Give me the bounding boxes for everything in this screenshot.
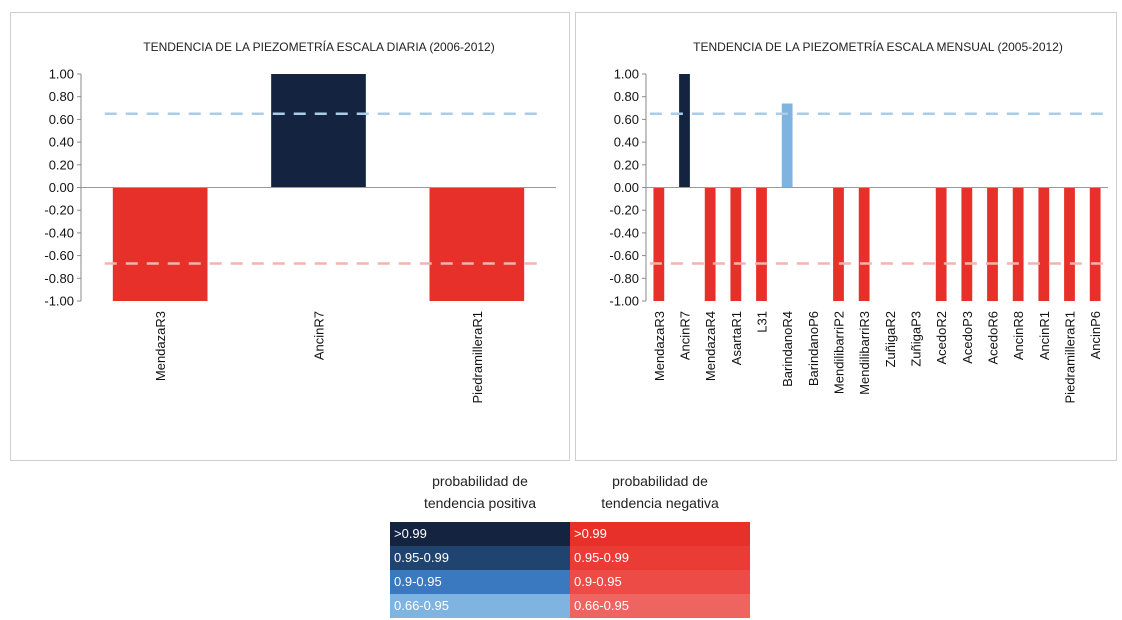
- bar: [429, 187, 525, 301]
- legend-positive-column: >0.99 0.95-0.99 0.9-0.95 0.66-0.95: [390, 522, 570, 618]
- y-tick-label: 0.80: [49, 89, 74, 104]
- y-tick-label: 0.60: [614, 112, 639, 127]
- category-label: L31: [755, 311, 770, 333]
- category-label: ZuñigaR2: [883, 311, 898, 367]
- legend-negative-header-line2: tendencia negativa: [601, 495, 719, 511]
- y-tick-label: 0.80: [614, 89, 639, 104]
- bar: [858, 187, 870, 301]
- chart-panel-monthly: TENDENCIA DE LA PIEZOMETRÍA ESCALA MENSU…: [575, 12, 1117, 461]
- legend-negative-item: 0.66-0.95: [570, 594, 750, 618]
- category-label: PiedramilleraR1: [470, 311, 485, 403]
- legend-positive-item: 0.95-0.99: [390, 546, 570, 570]
- bar: [112, 187, 208, 301]
- y-tick-label: -0.20: [44, 203, 74, 218]
- y-tick-label: -0.60: [609, 248, 639, 263]
- chart-title: TENDENCIA DE LA PIEZOMETRÍA ESCALA DIARI…: [143, 39, 494, 54]
- category-label: MendilibarriR3: [857, 311, 872, 395]
- legend-negative-header-line1: probabilidad de: [612, 473, 708, 489]
- legend-positive-header-line2: tendencia positiva: [423, 495, 537, 511]
- category-label: MendilibarriP2: [832, 311, 847, 394]
- y-tick-label: -1.00: [609, 294, 639, 309]
- bar: [1038, 187, 1050, 301]
- bar: [679, 74, 690, 188]
- chart-title: TENDENCIA DE LA PIEZOMETRÍA ESCALA MENSU…: [693, 39, 1063, 54]
- y-tick-label: -0.80: [609, 271, 639, 286]
- category-label: AncinR8: [1011, 311, 1026, 360]
- y-tick-label: 0.60: [49, 112, 74, 127]
- category-label: MendazaR3: [652, 311, 667, 381]
- legend-positive-item: 0.66-0.95: [390, 594, 570, 618]
- legend-positive-item: 0.9-0.95: [390, 570, 570, 594]
- chart-monthly-svg: TENDENCIA DE LA PIEZOMETRÍA ESCALA MENSU…: [609, 39, 1108, 403]
- legend-positive-header: probabilidad de tendencia positiva: [390, 470, 570, 514]
- category-label: AncinR7: [678, 311, 693, 360]
- y-tick-label: 0.20: [49, 157, 74, 172]
- bar: [271, 74, 366, 188]
- legend: probabilidad de tendencia positiva proba…: [390, 470, 750, 620]
- category-label: AcedoP3: [960, 311, 975, 364]
- y-tick-label: -0.60: [44, 248, 74, 263]
- category-label: AncinR1: [1037, 311, 1052, 360]
- legend-negative-item: 0.95-0.99: [570, 546, 750, 570]
- bar: [987, 187, 998, 301]
- y-tick-label: 1.00: [614, 67, 639, 82]
- category-label: PiedramilleraR1: [1063, 311, 1078, 403]
- legend-negative-header: probabilidad de tendencia negativa: [570, 470, 750, 514]
- legend-positive-item: >0.99: [390, 522, 570, 546]
- category-label: ZuñigaP3: [909, 311, 924, 367]
- y-tick-label: -1.00: [44, 294, 74, 309]
- category-label: BarindanoR4: [780, 311, 795, 387]
- bar: [704, 187, 716, 301]
- y-tick-label: 0.40: [614, 135, 639, 150]
- y-tick-label: -0.40: [44, 225, 74, 240]
- y-tick-label: 1.00: [49, 67, 74, 82]
- category-label: BarindanoP6: [806, 311, 821, 386]
- y-tick-label: -0.80: [44, 271, 74, 286]
- category-label: AncinP6: [1088, 311, 1103, 359]
- bar: [653, 187, 665, 301]
- bar: [961, 187, 973, 301]
- y-tick-label: 0.00: [49, 180, 74, 195]
- category-label: AsartaR1: [729, 311, 744, 365]
- bar: [756, 187, 767, 301]
- chart-panel-daily: TENDENCIA DE LA PIEZOMETRÍA ESCALA DIARI…: [10, 12, 570, 461]
- bar: [935, 187, 947, 301]
- category-label: MendazaR3: [153, 311, 168, 381]
- category-label: AcedoR6: [986, 311, 1001, 364]
- y-tick-label: 0.40: [49, 135, 74, 150]
- category-label: MendazaR4: [703, 311, 718, 381]
- y-tick-label: -0.40: [609, 225, 639, 240]
- y-tick-label: 0.00: [614, 180, 639, 195]
- bar: [1089, 187, 1101, 301]
- bar: [833, 187, 844, 301]
- legend-negative-column: >0.99 0.95-0.99 0.9-0.95 0.66-0.95: [570, 522, 750, 618]
- chart-daily-svg: TENDENCIA DE LA PIEZOMETRÍA ESCALA DIARI…: [44, 39, 556, 403]
- category-label: AcedoR2: [934, 311, 949, 364]
- bar: [1012, 187, 1024, 301]
- bar: [1064, 187, 1075, 301]
- y-tick-label: 0.20: [614, 157, 639, 172]
- y-tick-label: -0.20: [609, 203, 639, 218]
- category-label: AncinR7: [312, 311, 327, 360]
- legend-positive-header-line1: probabilidad de: [432, 473, 528, 489]
- bar: [781, 103, 793, 188]
- legend-negative-item: >0.99: [570, 522, 750, 546]
- bar: [730, 187, 742, 301]
- legend-negative-item: 0.9-0.95: [570, 570, 750, 594]
